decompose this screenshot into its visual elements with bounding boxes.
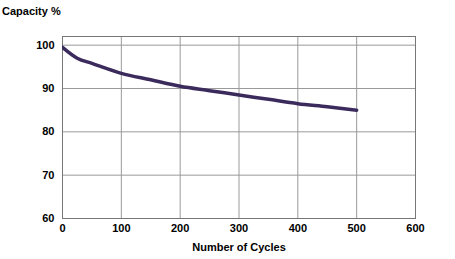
svg-text:Number of Cycles: Number of Cycles: [192, 241, 286, 253]
svg-text:600: 600: [406, 222, 424, 234]
svg-text:80: 80: [42, 125, 54, 137]
svg-text:60: 60: [42, 212, 54, 224]
svg-text:0: 0: [59, 222, 65, 234]
svg-text:500: 500: [347, 222, 365, 234]
svg-text:400: 400: [289, 222, 307, 234]
svg-text:200: 200: [171, 222, 189, 234]
html-text:Capacity %: Capacity %: [2, 5, 61, 17]
svg-text:70: 70: [42, 169, 54, 181]
svg-text:300: 300: [230, 222, 248, 234]
svg-text:90: 90: [42, 82, 54, 94]
svg-text:100: 100: [36, 39, 54, 51]
svg-text:100: 100: [112, 222, 130, 234]
